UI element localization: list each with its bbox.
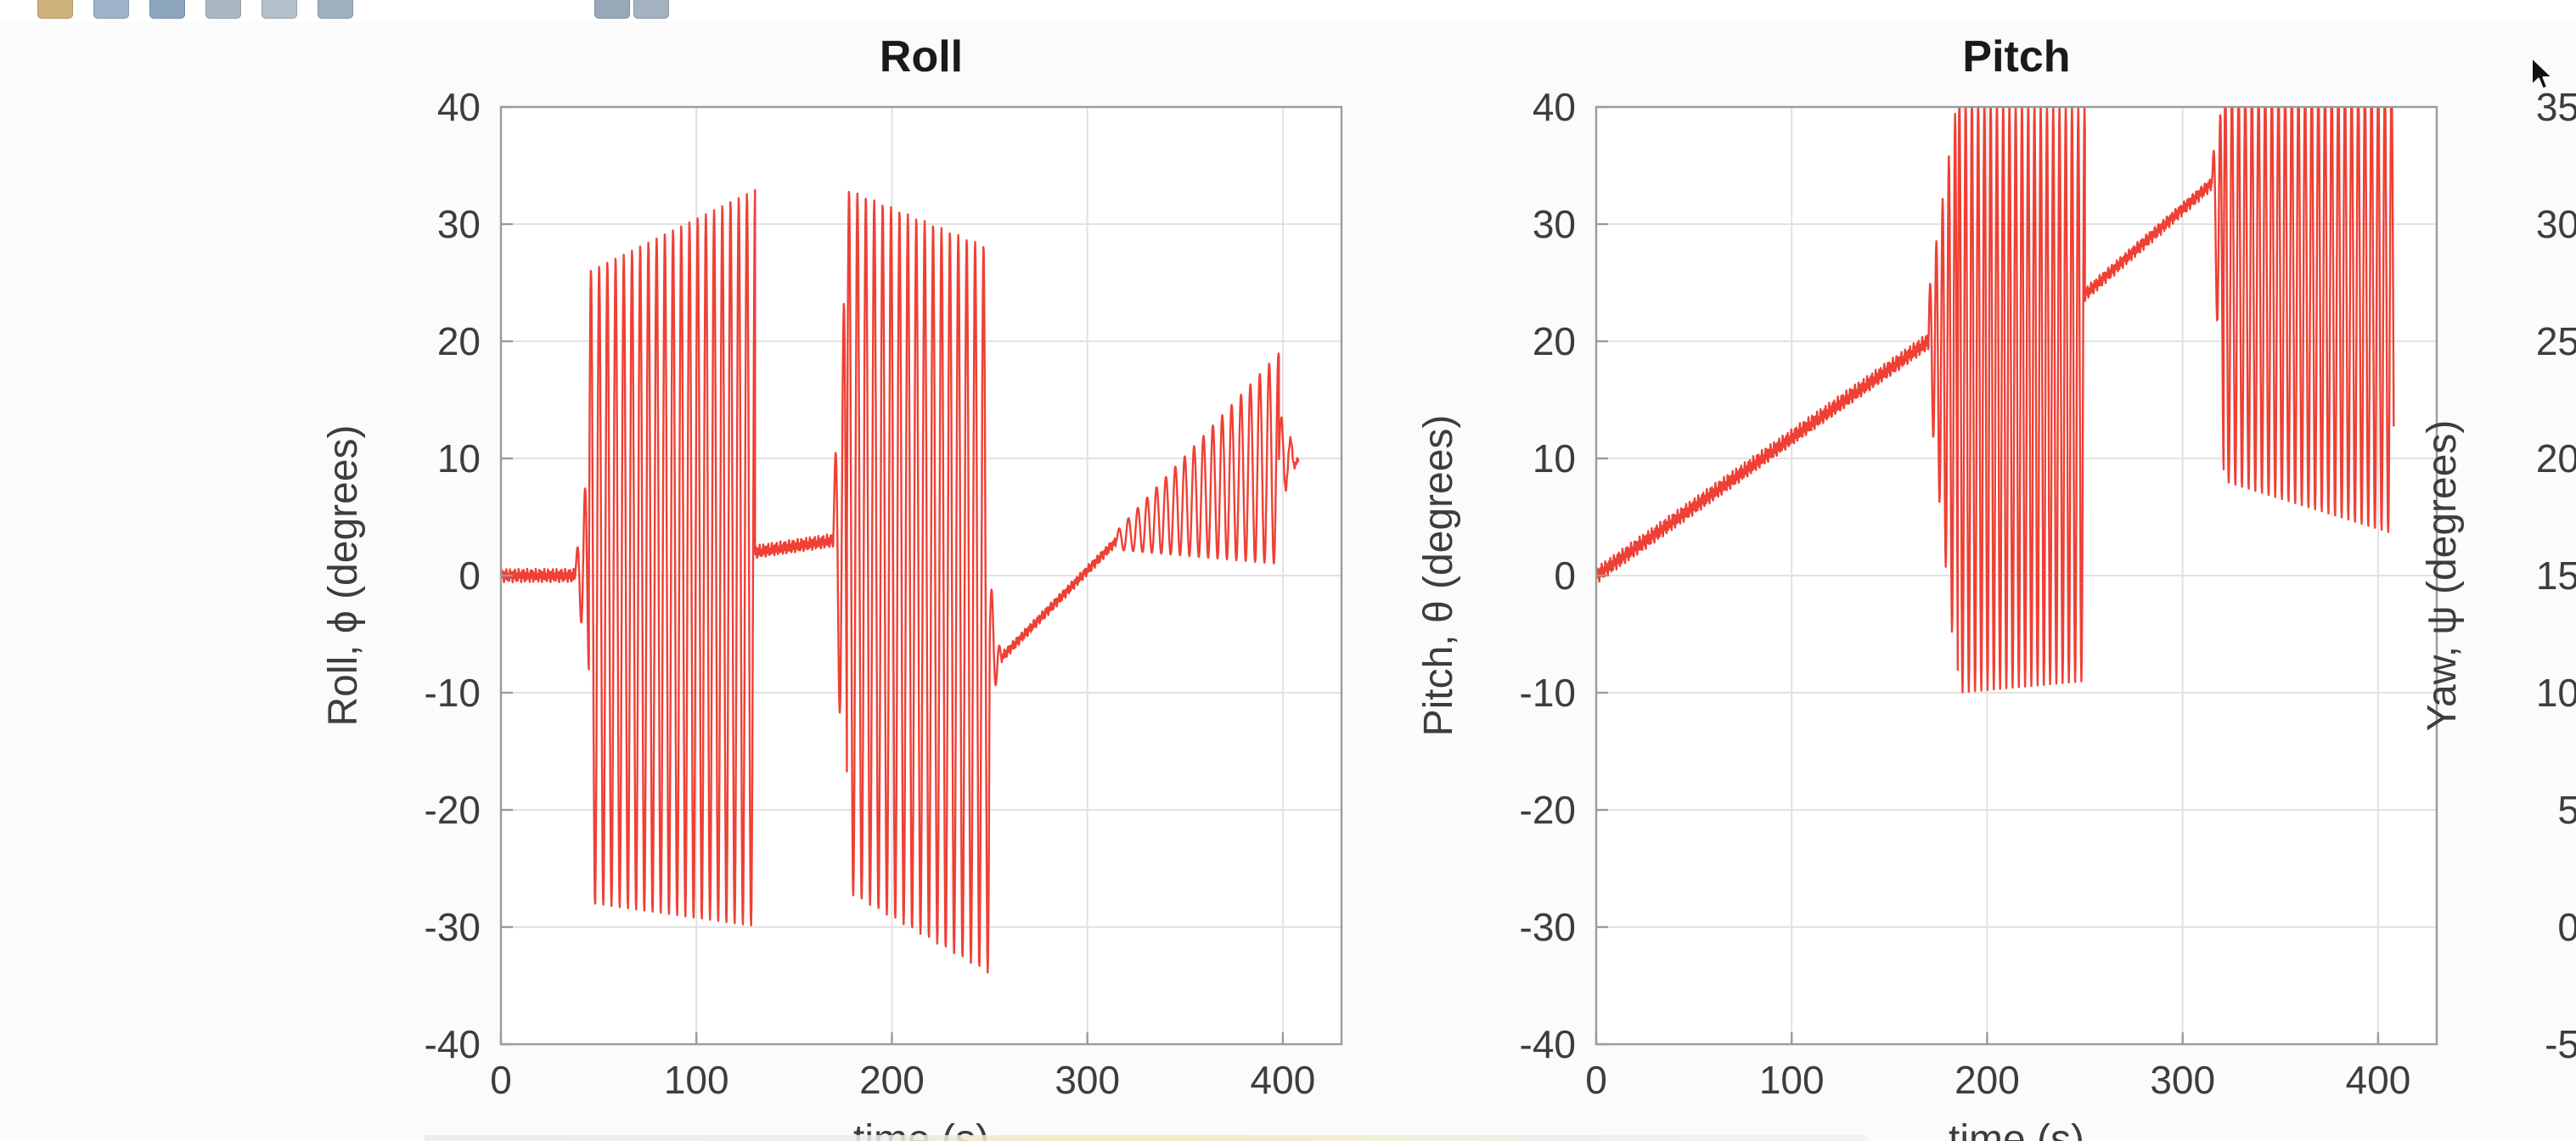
chart-title: Pitch [1962, 32, 2070, 82]
new-document-icon[interactable] [37, 0, 73, 19]
y-tick-label: 10 [2536, 671, 2576, 715]
y-tick-label: 20 [1533, 319, 1576, 363]
x-tick-label: 0 [490, 1058, 512, 1102]
y-tick-label: -40 [425, 1022, 481, 1066]
clipped-bottom-row [425, 1135, 1868, 1141]
print-icon[interactable] [205, 0, 241, 19]
y-tick-label: 20 [437, 319, 481, 363]
pitch-angle-series-line [1596, 107, 2395, 694]
x-tick-label: 0 [1585, 1058, 1607, 1102]
link-icon[interactable] [262, 0, 297, 19]
x-tick-label: 300 [1055, 1058, 1120, 1102]
y-tick-label: 25 [2536, 319, 2576, 363]
y-tick-label: 40 [1533, 85, 1576, 129]
y-axis-label: Roll, ϕ (degrees) [321, 424, 366, 726]
x-tick-label: 300 [2150, 1058, 2215, 1102]
y-tick-label: 30 [437, 202, 481, 246]
y-tick-label: -30 [1520, 905, 1576, 949]
y-tick-label: -30 [425, 905, 481, 949]
x-tick-label: 400 [1251, 1058, 1316, 1102]
open-folder-icon[interactable] [93, 0, 129, 19]
window-toolbar [0, 0, 2576, 22]
y-axis-label: Yaw, ψ (degrees) [2420, 420, 2465, 732]
y-tick-label: 0 [1554, 554, 1576, 598]
save-icon[interactable] [149, 0, 185, 19]
x-tick-label: 100 [664, 1058, 729, 1102]
y-tick-label: 0 [2557, 905, 2576, 949]
roll-angle-series-line [501, 188, 1300, 974]
y-tick-label: -5 [2545, 1022, 2576, 1066]
x-tick-label: 100 [1759, 1058, 1825, 1102]
y-tick-label: 15 [2536, 554, 2576, 598]
y-tick-label: 40 [437, 85, 481, 129]
x-tick-label: 200 [1954, 1058, 2020, 1102]
zoom-in-icon[interactable] [594, 0, 630, 19]
y-tick-label: -20 [1520, 788, 1576, 832]
yaw-chart: 35 30 25 20 15 10 5 0 -5 Yaw, ψ (degrees) [2420, 85, 2576, 1066]
pan-icon[interactable] [633, 0, 669, 19]
y-tick-label: -10 [425, 671, 481, 715]
y-tick-label: 5 [2557, 788, 2576, 832]
y-tick-label: 30 [2536, 202, 2576, 246]
y-tick-label: 0 [458, 554, 481, 598]
y-tick-label: -40 [1520, 1022, 1576, 1066]
x-tick-label: 200 [859, 1058, 925, 1102]
y-tick-label: -10 [1520, 671, 1576, 715]
y-tick-label: 35 [2536, 85, 2576, 129]
chart-title: Roll [880, 32, 963, 82]
x-tick-label: 400 [2346, 1058, 2411, 1102]
y-tick-label: 30 [1533, 202, 1576, 246]
y-tick-label: -20 [425, 788, 481, 832]
pitch-chart: 0 100 200 300 400 -40 -30 -20 -10 0 10 20 30 40 Pitch t… [1416, 32, 2438, 1141]
y-tick-label: 10 [437, 436, 481, 481]
x-axis-label: time (s) [1949, 1117, 2084, 1141]
y-tick-label: 20 [2536, 436, 2576, 481]
insert-colorbar-icon[interactable] [318, 0, 353, 19]
y-tick-label: 10 [1533, 436, 1576, 481]
y-axis-label: Pitch, θ (degrees) [1416, 415, 1461, 737]
roll-chart: 0 100 200 300 400-40-30-20-10010203040Rollti… [321, 32, 1343, 1141]
